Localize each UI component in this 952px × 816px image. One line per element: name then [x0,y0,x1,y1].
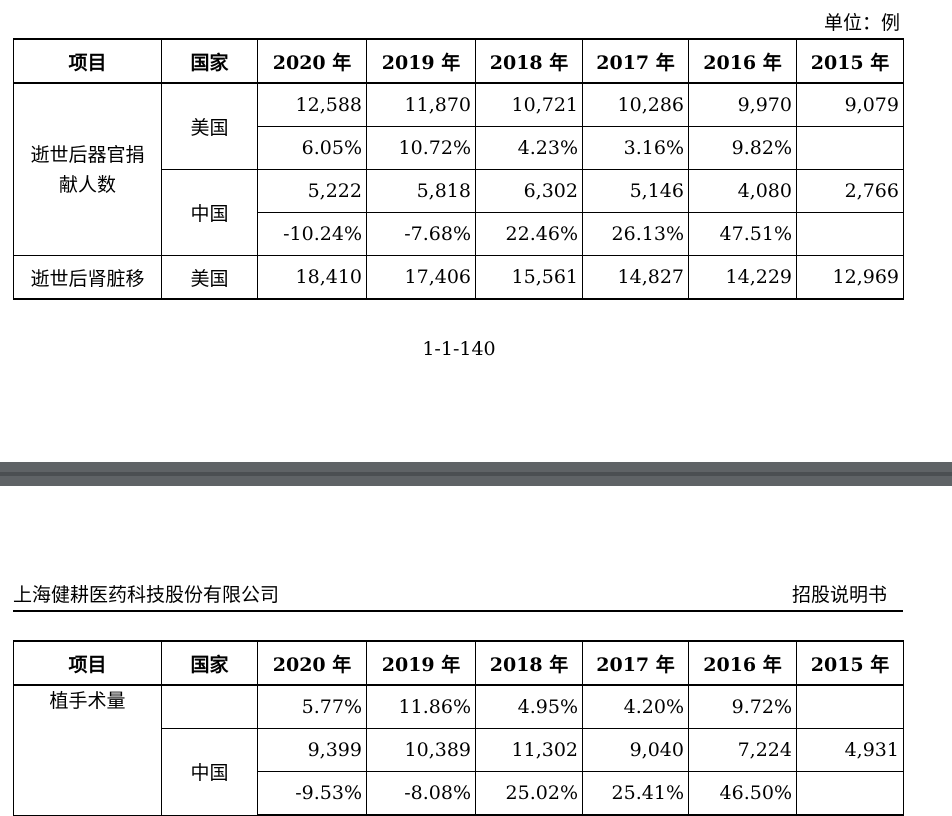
document-type: 招股说明书 [791,584,887,606]
column-header: 2016 年 [688,38,797,84]
table-cell: 6.05% [257,126,367,170]
table-cell: 9.72% [688,684,797,729]
table-cell: 5,222 [257,169,367,213]
table-row: 6.05% 10.72% 4.23% 3.16% 9.82% [14,126,904,170]
column-header: 国家 [161,38,258,84]
table-row: 逝世后肾脏移 美国 18,410 17,406 15,561 14,827 14… [13,255,904,300]
table-cell: 15,561 [475,255,583,300]
table-cell: 14,229 [688,255,797,300]
table-cell: 10,721 [475,82,583,127]
table-row: 中国 9,399 10,389 11,302 9,040 7,224 4,931 [14,728,904,816]
table-row: -9.53% -8.08% 25.02% 25.41% 46.50% [14,771,904,816]
transplant-table-continued: 项目 国家 2020 年 2019 年 2018 年 2017 年 2016 年… [13,640,904,816]
table-cell: 9,399 [257,728,367,772]
table-cell [796,126,904,170]
table-cell: -8.08% [366,771,476,816]
table-cell: 11,870 [366,82,476,127]
page-number: 1-1-140 [422,338,496,360]
organ-donation-table: 项目 国家 2020 年 2019 年 2018 年 2017 年 2016 年… [13,38,904,300]
column-header: 2018 年 [475,38,583,84]
table-cell: 46.50% [688,771,797,816]
table-cell: 11,302 [475,728,583,772]
unit-label: 单位：例 [823,12,900,34]
country-cell: 美国 [161,255,258,300]
table-cell: 47.51% [688,212,797,256]
page-top: 单位：例 项目 国家 2020 年 2019 年 2018 年 2017 年 2… [13,12,904,360]
table-cell [796,771,904,816]
table-cell: 5.77% [257,684,367,729]
table-row: 中国 5,222 5,818 6,302 5,146 4,080 2,766 [14,169,904,256]
page-separator [0,462,952,486]
table-cell: 12,588 [257,82,367,127]
table-row: -10.24% -7.68% 22.46% 26.13% 47.51% [14,212,904,256]
table-cell: 5,818 [366,169,476,213]
table-header-row: 项目 国家 2020 年 2019 年 2018 年 2017 年 2016 年… [13,38,904,84]
column-header: 项目 [13,640,162,686]
table-cell: 9,040 [582,728,689,772]
column-header: 2017 年 [582,640,689,686]
table-cell: 9,079 [796,82,904,127]
item-label-line: 献人数 [58,173,116,196]
table-cell: 4.23% [475,126,583,170]
table-cell [796,684,904,729]
table-cell: 22.46% [475,212,583,256]
column-header: 2017 年 [582,38,689,84]
table-cell: 17,406 [366,255,476,300]
country-cell: 中国 [161,728,258,816]
column-header: 2016 年 [688,640,797,686]
table-cell: 4.95% [475,684,583,729]
country-cell: 中国 [161,169,258,256]
country-cell: 美国 [161,82,258,170]
item-label: 植手术量 [13,684,162,816]
table-cell: -10.24% [257,212,367,256]
table-cell: 10,286 [582,82,689,127]
item-label-line: 逝世后器官捐 [30,143,145,166]
table-row: 植手术量 5.77% 11.86% 4.95% 4.20% 9.72% [13,684,904,816]
table-cell: 3.16% [582,126,689,170]
table-cell: 6,302 [475,169,583,213]
table-cell: 10,389 [366,728,476,772]
item-label: 逝世后肾脏移 [13,255,162,300]
column-header: 2019 年 [366,38,476,84]
table-cell: 2,766 [796,169,904,213]
table-cell: 25.02% [475,771,583,816]
table-cell: 9,970 [688,82,797,127]
item-label: 逝世后器官捐 献人数 [13,82,162,256]
table-cell: 25.41% [582,771,689,816]
table-cell: 26.13% [582,212,689,256]
column-header: 2018 年 [475,640,583,686]
table-cell: 5,146 [582,169,689,213]
table-cell: 4,931 [796,728,904,772]
table-cell: 7,224 [688,728,797,772]
table-cell: -9.53% [257,771,367,816]
table-cell: 4.20% [582,684,689,729]
column-header: 2015 年 [796,38,904,84]
page-bottom: 上海健耕医药科技股份有限公司 招股说明书 项目 国家 2020 年 2019 年… [0,486,952,816]
column-header: 2015 年 [796,640,904,686]
table-cell: 9.82% [688,126,797,170]
table-cell: -7.68% [366,212,476,256]
company-name: 上海健耕医药科技股份有限公司 [13,584,280,606]
table-cell: 4,080 [688,169,797,213]
table-cell [796,212,904,256]
column-header: 2019 年 [366,640,476,686]
table-row: 逝世后器官捐 献人数 美国 12,588 11,870 10,721 10,28… [13,82,904,256]
column-header: 项目 [13,38,162,84]
table-header-row: 项目 国家 2020 年 2019 年 2018 年 2017 年 2016 年… [13,640,904,686]
table-cell: 10.72% [366,126,476,170]
column-header: 2020 年 [257,38,367,84]
table-cell: 14,827 [582,255,689,300]
column-header: 2020 年 [257,640,367,686]
table-cell: 11.86% [366,684,476,729]
table-cell: 12,969 [796,255,904,300]
table-cell: 18,410 [257,255,367,300]
document-header: 上海健耕医药科技股份有限公司 招股说明书 [13,580,903,612]
country-cell [161,684,258,729]
column-header: 国家 [161,640,258,686]
